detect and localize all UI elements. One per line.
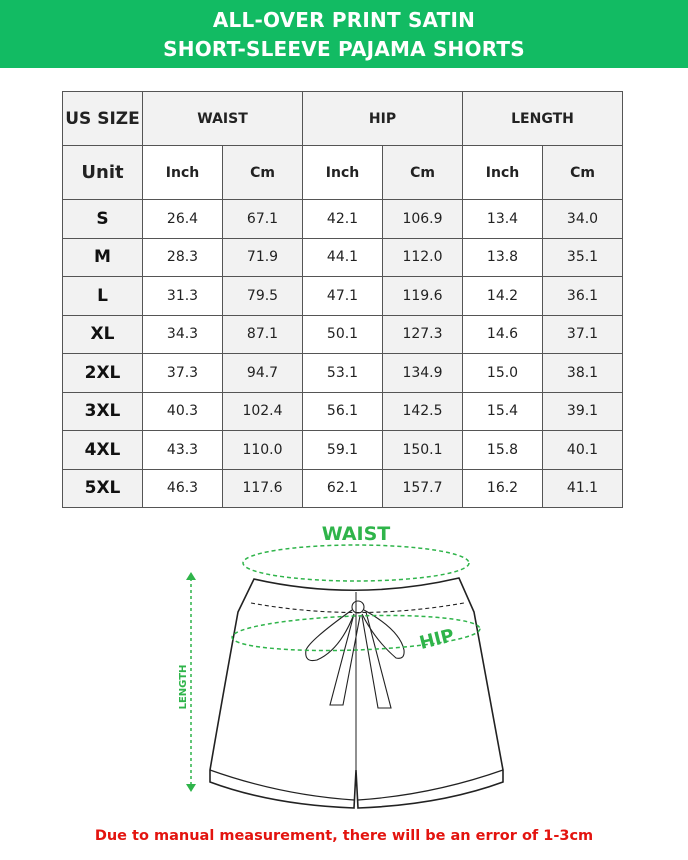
measurement-cell: 15.8 xyxy=(462,430,543,470)
unit-cell: Cm xyxy=(382,145,463,200)
measurement-cell: 41.1 xyxy=(542,468,623,508)
measurement-cell: 37.3 xyxy=(142,353,223,393)
measurement-cell: 40.1 xyxy=(542,430,623,470)
size-row: 4XL 43.3 110.0 59.1 150.1 15.8 40.1 xyxy=(62,430,623,470)
title-line-1: ALL-OVER PRINT SATIN xyxy=(212,8,476,32)
unit-cell: Inch xyxy=(302,145,383,200)
waist-measure-ellipse xyxy=(242,544,470,582)
measurement-cell: 142.5 xyxy=(382,391,463,431)
shorts-outline xyxy=(209,577,504,809)
measurement-cell: 28.3 xyxy=(142,237,223,277)
size-row: 5XL 46.3 117.6 62.1 157.7 16.2 41.1 xyxy=(62,468,623,508)
size-cell: S xyxy=(62,199,143,239)
unit-label: Unit xyxy=(62,145,143,200)
size-cell: XL xyxy=(62,314,143,354)
measurement-cell: 46.3 xyxy=(142,468,223,508)
size-cell: M xyxy=(62,237,143,277)
size-row: XL 34.3 87.1 50.1 127.3 14.6 37.1 xyxy=(62,314,623,354)
measurement-cell: 117.6 xyxy=(222,468,303,508)
size-cell: 2XL xyxy=(62,353,143,393)
measurement-cell: 13.8 xyxy=(462,237,543,277)
measurement-cell: 157.7 xyxy=(382,468,463,508)
measurement-cell: 56.1 xyxy=(302,391,383,431)
measurement-cell: 53.1 xyxy=(302,353,383,393)
measurement-cell: 47.1 xyxy=(302,276,383,316)
measurement-cell: 15.0 xyxy=(462,353,543,393)
measurement-cell: 127.3 xyxy=(382,314,463,354)
length-header: LENGTH xyxy=(462,91,623,146)
measurement-cell: 71.9 xyxy=(222,237,303,277)
size-chart-table: US SIZE WAIST HIP LENGTH Unit Inch Cm In… xyxy=(62,91,623,508)
measurement-cell: 15.4 xyxy=(462,391,543,431)
measurement-note: Due to manual measurement, there will be… xyxy=(94,828,594,844)
unit-cell: Cm xyxy=(222,145,303,200)
measurement-cell: 16.2 xyxy=(462,468,543,508)
measurement-cell: 38.1 xyxy=(542,353,623,393)
measurement-cell: 112.0 xyxy=(382,237,463,277)
size-cell: 5XL xyxy=(62,468,143,508)
length-label: LENGTH xyxy=(178,665,189,710)
hip-header: HIP xyxy=(302,91,463,146)
measurement-cell: 87.1 xyxy=(222,314,303,354)
measurement-cell: 36.1 xyxy=(542,276,623,316)
measurement-cell: 134.9 xyxy=(382,353,463,393)
size-row: S 26.4 67.1 42.1 106.9 13.4 34.0 xyxy=(62,199,623,239)
size-cell: 4XL xyxy=(62,430,143,470)
size-row: 2XL 37.3 94.7 53.1 134.9 15.0 38.1 xyxy=(62,353,623,393)
measurement-cell: 37.1 xyxy=(542,314,623,354)
title-banner: ALL-OVER PRINT SATIN SHORT-SLEEVE PAJAMA… xyxy=(0,0,688,68)
size-cell: L xyxy=(62,276,143,316)
hip-measure-ellipse xyxy=(231,614,481,652)
measurement-cell: 119.6 xyxy=(382,276,463,316)
unit-cell: Cm xyxy=(542,145,623,200)
measurement-cell: 102.4 xyxy=(222,391,303,431)
measurement-cell: 40.3 xyxy=(142,391,223,431)
measurement-cell: 110.0 xyxy=(222,430,303,470)
size-cell: 3XL xyxy=(62,391,143,431)
waist-label: WAIST xyxy=(322,523,391,545)
measurement-cell: 14.2 xyxy=(462,276,543,316)
unit-cell: Inch xyxy=(142,145,223,200)
measurement-cell: 150.1 xyxy=(382,430,463,470)
measurement-cell: 50.1 xyxy=(302,314,383,354)
measurement-cell: 35.1 xyxy=(542,237,623,277)
length-arrow xyxy=(186,572,196,792)
measurement-cell: 67.1 xyxy=(222,199,303,239)
unit-row: Unit Inch Cm Inch Cm Inch Cm xyxy=(62,145,623,200)
measurement-cell: 39.1 xyxy=(542,391,623,431)
header-row: US SIZE WAIST HIP LENGTH xyxy=(62,91,623,146)
measurement-cell: 34.3 xyxy=(142,314,223,354)
measurement-cell: 94.7 xyxy=(222,353,303,393)
size-row: 3XL 40.3 102.4 56.1 142.5 15.4 39.1 xyxy=(62,391,623,431)
title-line-2: SHORT-SLEEVE PAJAMA SHORTS xyxy=(163,37,525,61)
unit-cell: Inch xyxy=(462,145,543,200)
